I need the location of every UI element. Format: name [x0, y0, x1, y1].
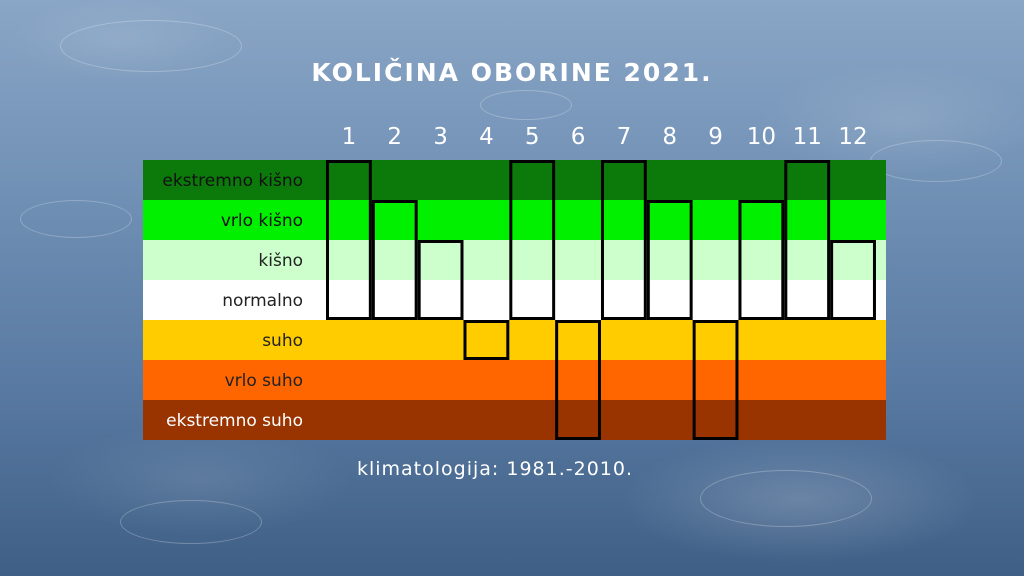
month-label: 6 — [571, 124, 586, 150]
month-box — [417, 240, 464, 320]
month-box — [509, 160, 556, 320]
month-label: 7 — [617, 124, 632, 150]
category-band — [143, 200, 886, 240]
chart-title: KOLIČINA OBORINE 2021. — [311, 58, 713, 87]
month-label: 5 — [525, 124, 540, 150]
ripple-decoration — [60, 20, 242, 72]
category-label: vrlo suho — [225, 371, 303, 391]
month-label: 10 — [747, 124, 776, 150]
category-label: vrlo kišno — [221, 211, 303, 231]
category-band — [143, 320, 886, 360]
month-box — [738, 200, 785, 320]
category-label: ekstremno kišno — [162, 171, 303, 191]
category-band — [143, 360, 886, 400]
category-label: ekstremno suho — [166, 411, 303, 431]
month-box — [463, 320, 510, 360]
month-box — [555, 320, 601, 440]
ripple-decoration — [20, 200, 132, 238]
category-band — [143, 400, 886, 440]
ripple-decoration — [120, 500, 262, 544]
month-label: 1 — [342, 124, 357, 150]
month-label: 4 — [479, 124, 494, 150]
month-label: 8 — [662, 124, 677, 150]
month-box — [692, 320, 739, 440]
ripple-decoration — [700, 470, 872, 527]
month-label: 2 — [387, 124, 402, 150]
category-band — [143, 240, 886, 280]
category-label: suho — [262, 331, 303, 351]
month-label: 9 — [708, 124, 723, 150]
month-label: 3 — [433, 124, 448, 150]
month-label: 12 — [838, 124, 867, 150]
month-box — [830, 240, 876, 320]
month-box — [784, 160, 831, 320]
month-box — [371, 200, 418, 320]
category-label: normalno — [222, 291, 303, 311]
climatology-note: klimatologija: 1981.-2010. — [356, 458, 634, 480]
category-label: kišno — [258, 251, 303, 271]
month-label: 11 — [793, 124, 822, 150]
ripple-decoration — [480, 90, 572, 120]
category-band — [143, 160, 886, 200]
month-box — [326, 160, 372, 320]
category-band — [143, 280, 886, 320]
month-box — [600, 160, 647, 320]
month-box — [646, 200, 693, 320]
